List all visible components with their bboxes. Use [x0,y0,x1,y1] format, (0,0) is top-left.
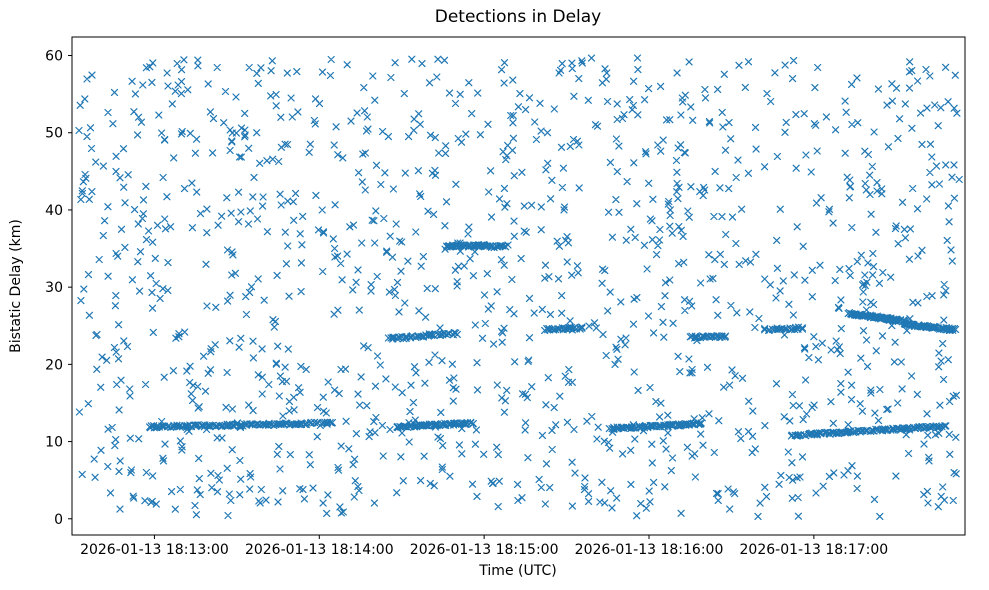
x-tick-label: 2026-01-13 18:17:00 [740,542,889,558]
x-tick-label: 2026-01-13 18:15:00 [410,542,559,558]
y-axis-ticks: 0 10 20 30 40 50 60 [45,49,72,528]
y-tick-label: 30 [45,280,63,296]
y-tick-label: 0 [54,512,63,528]
x-axis-label: Time (UTC) [478,563,556,579]
y-tick-label: 10 [45,435,63,451]
x-tick-label: 2026-01-13 18:13:00 [80,542,229,558]
chart-title: Detections in Delay [435,7,602,27]
y-axis-label: Bistatic Delay (km) [8,219,24,353]
y-tick-label: 50 [45,126,63,142]
x-axis-ticks: 2026-01-13 18:13:00 2026-01-13 18:14:00 20… [80,535,888,558]
axes-frame [71,36,966,536]
scatter-points [75,54,963,520]
y-tick-label: 60 [45,49,63,65]
x-tick-label: 2026-01-13 18:16:00 [575,542,724,558]
y-tick-label: 40 [45,203,63,219]
x-tick-label: 2026-01-13 18:14:00 [245,542,394,558]
y-tick-label: 20 [45,357,63,373]
